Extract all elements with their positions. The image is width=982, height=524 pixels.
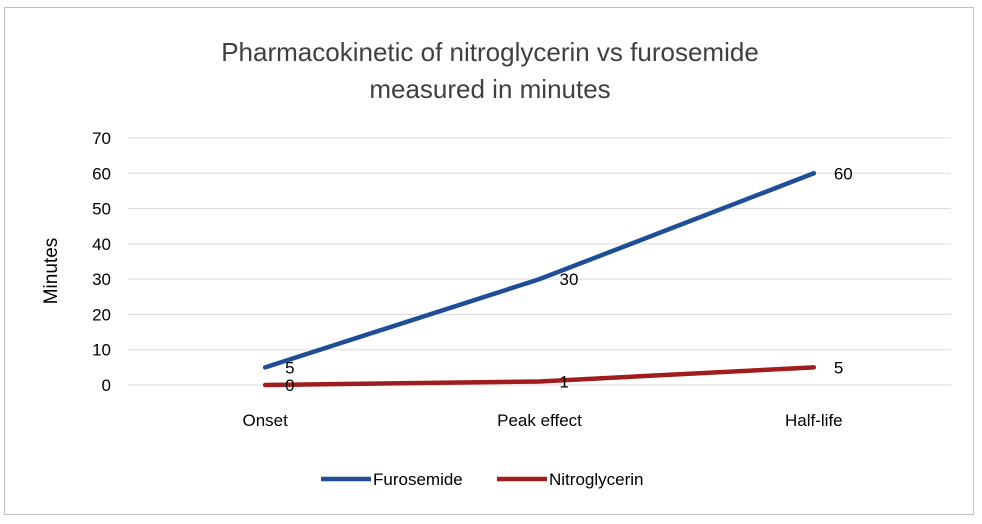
y-tick-label: 30: [92, 270, 111, 289]
y-axis-title: Minutes: [41, 238, 62, 305]
y-tick-label: 50: [92, 200, 111, 219]
y-tick-label: 20: [92, 305, 111, 324]
y-tick-label: 70: [92, 129, 111, 148]
legend-label-nitroglycerin: Nitroglycerin: [549, 470, 643, 489]
data-label-furosemide: 60: [834, 164, 853, 183]
data-label-furosemide: 5: [285, 358, 294, 377]
data-labels: 5 30 60 0 1 5: [285, 164, 853, 395]
data-label-furosemide: 30: [560, 270, 579, 289]
y-tick-label: 60: [92, 164, 111, 183]
y-tick-label: 40: [92, 235, 111, 254]
data-label-nitroglycerin: 5: [834, 358, 843, 377]
series-line-furosemide: [262, 171, 817, 370]
chart-container: Pharmacokinetic of nitroglycerin vs furo…: [4, 7, 974, 515]
x-tick-label: Half-life: [785, 411, 843, 430]
x-axis-ticks: Onset Peak effect Half-life: [242, 411, 842, 430]
data-point-nitroglycerin: [263, 383, 268, 387]
legend-label-furosemide: Furosemide: [373, 470, 463, 489]
line-chart: Pharmacokinetic of nitroglycerin vs furo…: [41, 37, 951, 489]
data-point-furosemide: [263, 365, 268, 370]
data-label-nitroglycerin: 1: [560, 372, 569, 391]
y-tick-label: 10: [92, 341, 111, 360]
data-point-furosemide: [537, 277, 542, 282]
chart-title-line-1: Pharmacokinetic of nitroglycerin vs furo…: [221, 37, 759, 67]
gridlines: [128, 137, 951, 386]
data-label-nitroglycerin: 0: [285, 376, 294, 395]
x-tick-label: Peak effect: [497, 411, 582, 430]
legend: Furosemide Nitroglycerin: [321, 470, 643, 489]
chart-title-line-2: measured in minutes: [369, 74, 610, 104]
y-axis-ticks: 0 10 20 30 40 50 60 70: [92, 129, 111, 395]
data-point-nitroglycerin: [811, 365, 816, 370]
data-point-furosemide: [811, 171, 816, 176]
x-tick-label: Onset: [242, 411, 288, 430]
data-point-nitroglycerin: [537, 379, 542, 384]
y-tick-label: 0: [102, 376, 111, 395]
series-lines: [262, 171, 817, 388]
